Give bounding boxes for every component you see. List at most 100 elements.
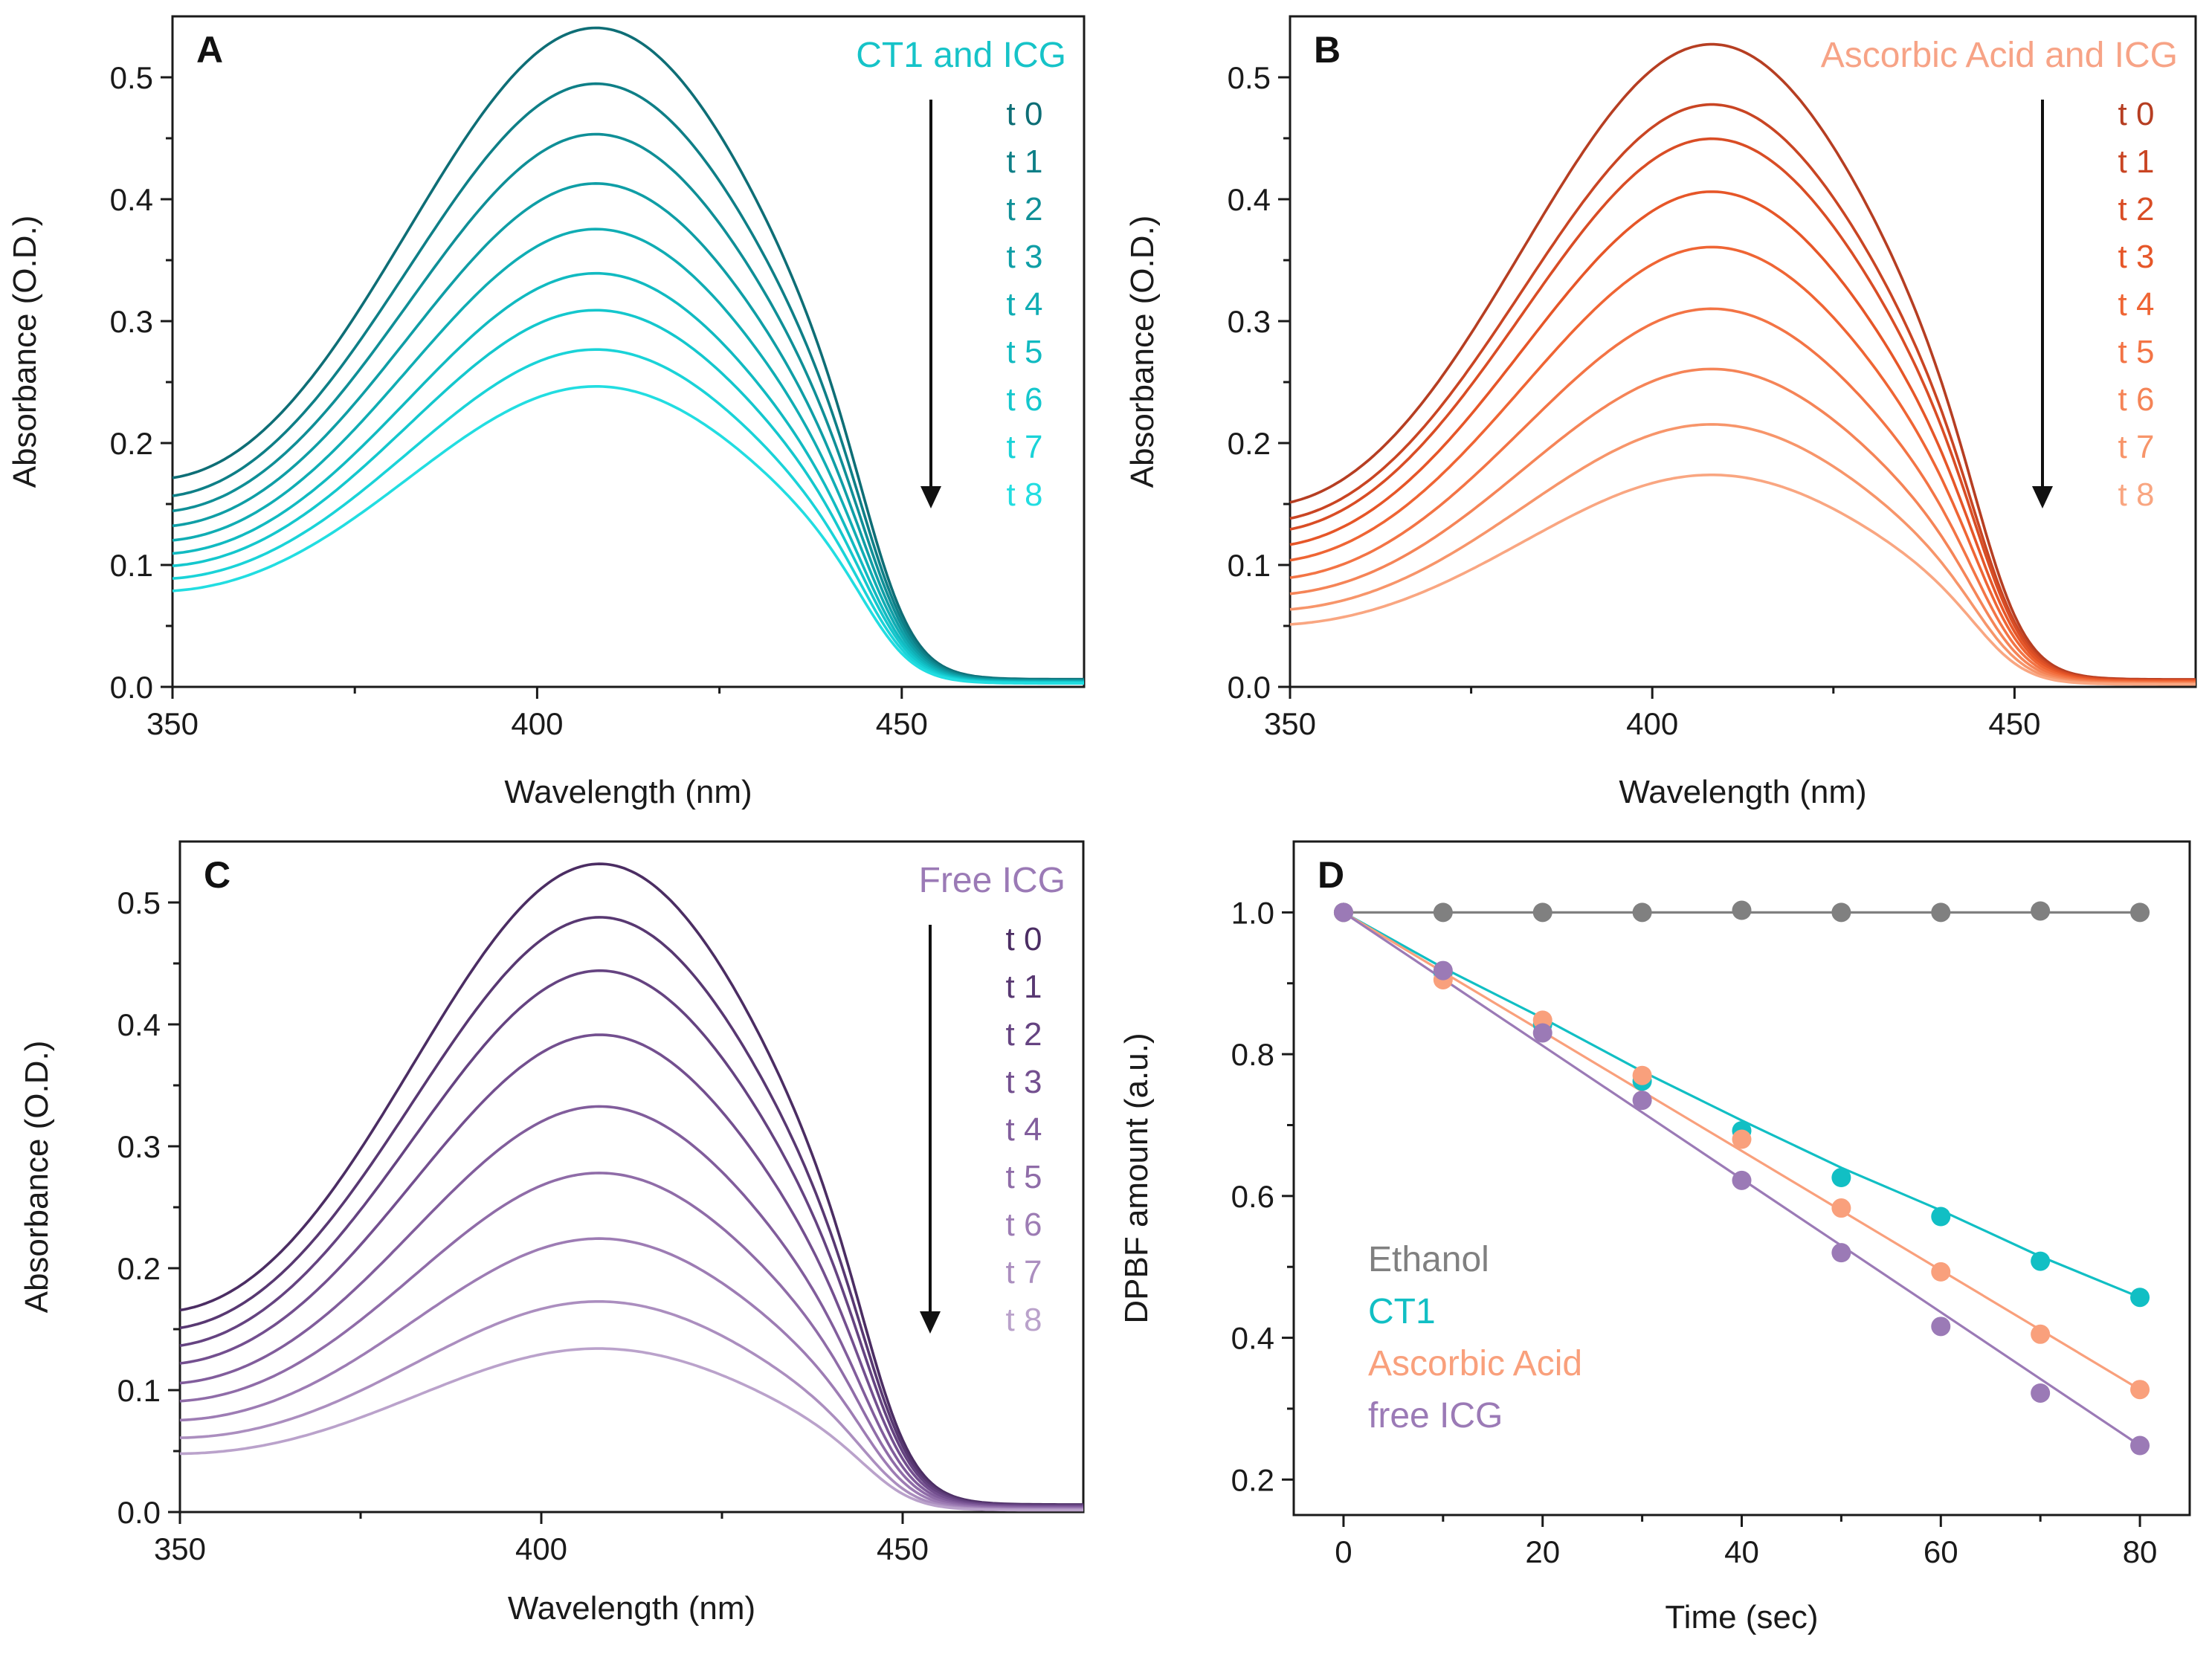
panel-b-y-tick-label: 0.5	[1228, 60, 1271, 95]
panel-a-time-arrow-head	[920, 486, 941, 508]
panel-d-fit-line	[1343, 911, 2141, 1299]
panel-c-y-axis-label: Absorbance (O.D.)	[19, 1041, 55, 1314]
panel-d-data-point	[2031, 1324, 2051, 1344]
panel-b-legend-entry: t 0	[2118, 96, 2155, 132]
panel-d-y-tick-label: 0.4	[1231, 1321, 1274, 1356]
panel-a-legend-entry: t 7	[1007, 429, 1043, 465]
panel-d-legend-entry: Ascorbic Acid	[1368, 1344, 1582, 1383]
panel-b-y-tick-label: 0.1	[1228, 548, 1271, 583]
panel-d-data-point	[2130, 1288, 2150, 1308]
panel-c-x-tick-label: 400	[515, 1531, 567, 1566]
panel-d-y-tick-label: 1.0	[1231, 895, 1274, 930]
panel-b-time-arrow-head	[2032, 486, 2053, 508]
panel-b-legend-entry: t 3	[2118, 239, 2155, 275]
panel-a-legend-entry: t 6	[1007, 381, 1043, 418]
panel-a-legend-entry: t 8	[1007, 477, 1043, 513]
panel-c-spectrum-line	[180, 1347, 1083, 1512]
panel-d-data-point	[1632, 902, 1652, 923]
panel-d-data-point	[2031, 901, 2051, 921]
panel-a-title: CT1 and ICG	[856, 36, 1066, 75]
panel-a-y-axis-label: Absorbance (O.D.)	[7, 216, 43, 488]
panel-b-spectrum-line	[1289, 42, 2196, 681]
panel-a-x-tick-label: 450	[876, 706, 928, 741]
panel-c-legend-entry: t 6	[1006, 1207, 1042, 1243]
panel-c-panel-letter: C	[204, 854, 230, 896]
panel-b-legend-entry: t 6	[2118, 381, 2155, 418]
panel-b-panel-letter: B	[1314, 29, 1341, 71]
panel-d-data-point	[1333, 902, 1353, 923]
panel-c-x-axis-label: Wavelength (nm)	[508, 1590, 755, 1627]
panel-c-plot-frame	[178, 840, 1085, 1514]
panel-a-spectrum-line	[172, 348, 1084, 685]
panel-b-y-axis-label: Absorbance (O.D.)	[1124, 216, 1161, 488]
panel-a-x-axis-label: Wavelength (nm)	[504, 774, 752, 810]
panel-b-legend-entry: t 8	[2118, 477, 2155, 513]
panel-b-spectrum-line	[1289, 367, 2196, 685]
panel-d-data-point	[1831, 1168, 1851, 1188]
panel-b-legend-entry: t 5	[2118, 334, 2155, 370]
panel-b-legend-entry: t 4	[2118, 286, 2155, 323]
panel-d-data-point	[1831, 902, 1851, 923]
panel-c-title: Free ICG	[919, 861, 1065, 900]
panel-b-spectrum-line	[1289, 190, 2196, 683]
panel-b-spectrum-line	[1289, 474, 2196, 686]
panel-b-legend-entry: t 1	[2118, 143, 2155, 180]
panel-a-y-tick-label: 0.2	[110, 426, 153, 461]
panel-d-data-point	[1632, 1091, 1652, 1111]
panel-c-y-tick-label: 0.0	[117, 1495, 161, 1530]
panel-b-y-tick-label: 0.4	[1228, 182, 1271, 217]
panel-d-data-point	[1732, 1129, 1752, 1149]
panel-a-legend-entry: t 4	[1007, 286, 1043, 323]
panel-c-spectrum-line	[179, 862, 1083, 1506]
panel-c-legend-entry: t 3	[1006, 1064, 1042, 1100]
panel-d-data-point	[1433, 960, 1453, 981]
panel-d-data-point	[1732, 1170, 1752, 1190]
panel-b-title: Ascorbic Acid and ICG	[1821, 36, 2178, 75]
panel-a-spectrum-line	[172, 227, 1084, 683]
panel-d-legend-entry: Ethanol	[1368, 1240, 1489, 1279]
panel-d-data-point	[1931, 1317, 1951, 1337]
panel-d-panel-letter: D	[1318, 854, 1344, 896]
panel-d-y-tick-label: 0.8	[1231, 1037, 1274, 1072]
panel-a-panel-letter: A	[196, 29, 223, 71]
panel-c-spectrum-line	[179, 1033, 1083, 1508]
panel-d-data-point	[1532, 1023, 1552, 1043]
panel-b-x-tick-label: 450	[1988, 706, 2040, 741]
panel-d-y-tick-label: 0.2	[1231, 1462, 1274, 1497]
panel-a-y-tick-label: 0.1	[110, 548, 153, 583]
panel-c-spectrum-line	[179, 916, 1083, 1507]
panel-c-y-tick-label: 0.3	[117, 1129, 161, 1164]
panel-a-x-tick-label: 400	[511, 706, 563, 741]
panel-d-x-tick-label: 80	[2123, 1534, 2158, 1569]
panel-c-spectrum-line	[179, 1237, 1083, 1511]
panel-c-y-tick-label: 0.5	[117, 885, 161, 920]
panel-d-data-point	[2130, 902, 2150, 923]
panel-a-y-tick-label: 0.0	[110, 670, 153, 705]
panel-a-legend-entry: t 2	[1007, 191, 1043, 227]
panel-d-x-tick-label: 40	[1724, 1534, 1759, 1569]
panel-d-data-point	[1532, 902, 1552, 923]
panel-d-x-tick-label: 20	[1525, 1534, 1560, 1569]
panel-a-y-tick-label: 0.5	[110, 60, 153, 95]
panel-c-time-arrow-head	[920, 1311, 941, 1334]
panel-a-y-tick-label: 0.4	[110, 182, 153, 217]
panel-a-spectrum-line	[172, 181, 1084, 682]
panel-d-data-point	[1931, 902, 1951, 923]
panel-c-legend-entry: t 8	[1006, 1302, 1042, 1338]
panel-d-data-point	[1931, 1262, 1951, 1282]
panel-b-y-tick-label: 0.3	[1228, 304, 1271, 339]
panel-d-legend-entry: CT1	[1368, 1292, 1436, 1331]
panel-c-y-tick-label: 0.1	[117, 1373, 161, 1408]
panel-b-x-tick-label: 350	[1264, 706, 1316, 741]
panel-c-spectrum-line	[179, 1172, 1083, 1510]
panel-d-fit-line	[1343, 911, 2141, 1391]
panel-c-spectrum-line	[179, 1105, 1083, 1509]
panel-a-spectrum-line	[172, 132, 1084, 682]
panel-b-x-tick-label: 400	[1626, 706, 1678, 741]
panel-d-data-point	[1831, 1198, 1851, 1218]
panel-c-spectrum-line	[179, 969, 1083, 1508]
panel-b-spectrum-line	[1289, 137, 2196, 682]
panel-d-x-tick-label: 0	[1335, 1534, 1352, 1569]
panel-d-x-axis-label: Time (sec)	[1665, 1599, 1818, 1635]
panel-d-data-point	[1632, 1065, 1652, 1085]
